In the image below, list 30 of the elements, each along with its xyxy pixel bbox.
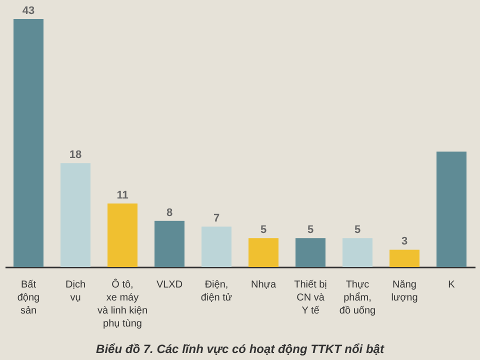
x-tick-label: Dịch vụ xyxy=(65,280,86,304)
bar xyxy=(202,226,232,267)
bar xyxy=(390,250,420,267)
x-tick-label: Điện, điện tử xyxy=(200,280,232,304)
data-label: 8 xyxy=(166,206,173,219)
x-tick-label: Thiết bị CN và Y tế xyxy=(294,280,327,316)
data-label: 7 xyxy=(213,212,220,225)
data-label: 18 xyxy=(69,149,82,162)
text: Biểu đồ 7. Các lĩnh vực có hoạt động TTKT nổi bật xyxy=(96,342,385,356)
x-tick-label: K xyxy=(448,280,456,290)
x-tick-label: Nhựa xyxy=(250,280,276,290)
x-tick-label: Ô tô, xe máy và linh kiện phụ tùng xyxy=(97,278,148,330)
data-label: 5 xyxy=(260,224,267,236)
data-label: 3 xyxy=(401,236,408,248)
data-label: 43 xyxy=(22,5,35,17)
bar xyxy=(436,152,466,267)
bar xyxy=(342,238,372,267)
bar xyxy=(108,204,138,267)
data-label: 11 xyxy=(116,190,128,202)
data-label: 5 xyxy=(307,224,314,236)
bar xyxy=(154,220,184,267)
data-label: 5 xyxy=(354,224,361,236)
x-tick-label: Thực phẩm, đồ uống xyxy=(339,280,376,316)
x-tick-label: Năng lượng xyxy=(391,280,418,304)
bar xyxy=(60,163,90,267)
bar xyxy=(296,238,326,267)
bar xyxy=(14,19,44,267)
x-tick-label: Bất động sản xyxy=(17,280,40,316)
bar xyxy=(248,238,278,267)
x-tick-label: VLXD xyxy=(156,280,183,290)
